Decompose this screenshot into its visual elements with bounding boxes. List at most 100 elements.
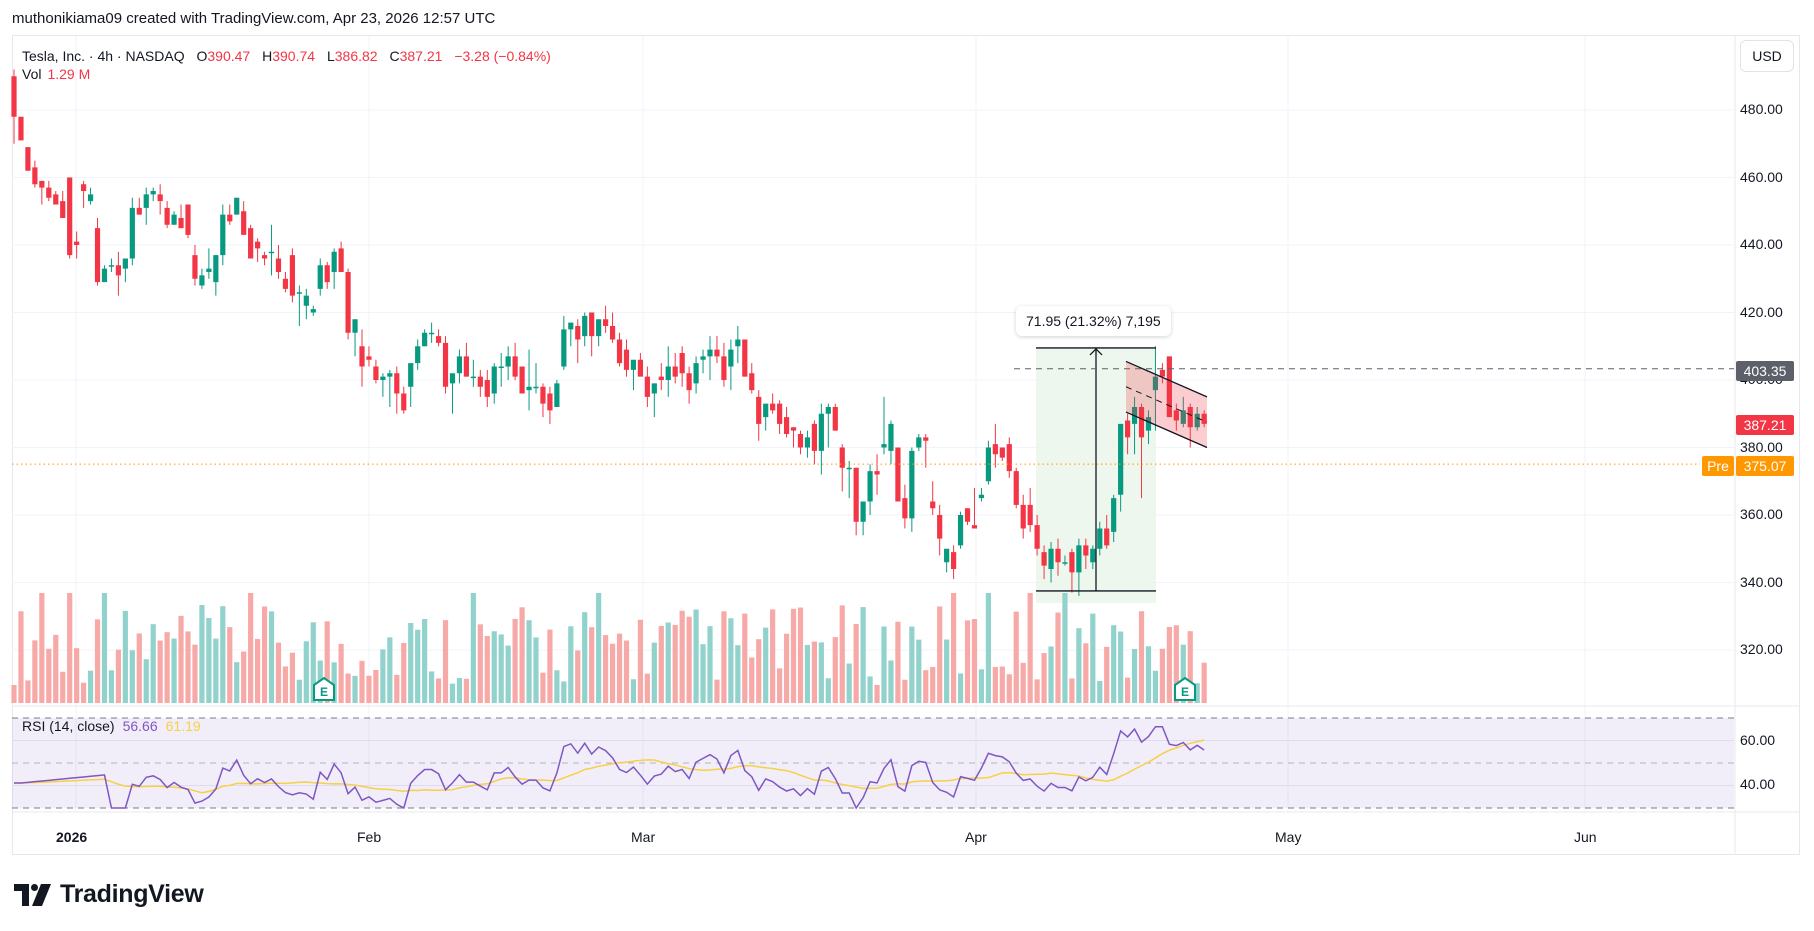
volume-bar bbox=[206, 617, 212, 703]
candle-body bbox=[540, 386, 546, 404]
tradingview-logo[interactable]: TradingView bbox=[14, 880, 204, 909]
candle-body bbox=[777, 403, 783, 424]
volume-bar bbox=[303, 641, 309, 703]
candle-body bbox=[484, 380, 490, 397]
candle-body bbox=[129, 207, 135, 259]
candle-body bbox=[790, 427, 797, 431]
channel-top bbox=[1125, 360, 1208, 398]
volume-bar bbox=[957, 673, 964, 703]
candle-body bbox=[783, 417, 790, 434]
premarket-label: Pre bbox=[1707, 458, 1729, 474]
earnings-icon: E bbox=[1174, 676, 1196, 701]
candle-body bbox=[519, 366, 525, 394]
tradingview-logo-icon bbox=[14, 883, 51, 906]
candle-body bbox=[248, 228, 254, 259]
symbol-legend: Tesla, Inc. · 4h · NASDAQ O390.47 H390.7… bbox=[22, 46, 559, 66]
volume-bar bbox=[192, 644, 198, 703]
volume-bar bbox=[964, 620, 971, 703]
candle-body bbox=[491, 366, 497, 394]
volume-bar bbox=[658, 626, 664, 703]
currency-button[interactable]: USD bbox=[1740, 40, 1794, 72]
volume-bar bbox=[714, 679, 720, 703]
volume-bar bbox=[916, 639, 922, 703]
candle-body bbox=[32, 167, 38, 185]
candle-body bbox=[1187, 407, 1193, 428]
candle-body bbox=[1055, 548, 1061, 563]
symbol-title[interactable]: Tesla, Inc. · 4h · NASDAQ bbox=[22, 48, 185, 64]
candle-body bbox=[1152, 376, 1159, 391]
candle-body bbox=[81, 184, 87, 191]
candle-body bbox=[401, 393, 407, 411]
volume-bar bbox=[1145, 646, 1152, 703]
volume-bar bbox=[623, 640, 630, 703]
candle-body bbox=[1125, 420, 1131, 438]
candle-body bbox=[860, 501, 866, 522]
rsi-value: 56.66 bbox=[122, 718, 158, 734]
volume-bar bbox=[1159, 648, 1165, 703]
volume-bar bbox=[352, 675, 358, 703]
time-tick-2026: 2026 bbox=[56, 829, 88, 845]
candle-body bbox=[679, 353, 685, 374]
price-tick: 320.00 bbox=[1740, 641, 1783, 657]
volume-bar bbox=[547, 629, 553, 703]
volume-bar bbox=[1173, 625, 1179, 703]
candle-body bbox=[971, 525, 978, 529]
last-price-tag: 387.21 bbox=[1736, 415, 1794, 435]
candle-body bbox=[94, 228, 101, 283]
candle-body bbox=[999, 447, 1005, 458]
candle-body bbox=[449, 373, 456, 384]
candle-body bbox=[39, 180, 45, 188]
volume-bar bbox=[951, 593, 957, 703]
earnings-badge-upcoming[interactable]: E bbox=[1174, 676, 1196, 701]
volume-bar bbox=[867, 676, 873, 703]
volume-bar bbox=[770, 609, 776, 703]
price-tick: 380.00 bbox=[1740, 438, 1783, 455]
candle-body bbox=[373, 366, 379, 380]
volume-bar bbox=[505, 645, 511, 703]
earnings-badge[interactable]: E bbox=[313, 676, 335, 701]
volume-bar bbox=[519, 607, 525, 703]
volume-bar bbox=[686, 616, 692, 703]
volume-bar bbox=[1194, 683, 1200, 703]
volume-bar bbox=[923, 670, 929, 703]
volume-bar bbox=[255, 638, 261, 703]
svg-text:E: E bbox=[1181, 685, 1189, 699]
rsi-title[interactable]: RSI (14, close) bbox=[22, 718, 115, 734]
candle-body bbox=[317, 265, 323, 289]
candle-body bbox=[477, 376, 483, 387]
candle-body bbox=[1076, 545, 1082, 573]
candle-body bbox=[644, 376, 650, 397]
volume-bar bbox=[213, 638, 219, 703]
volume-bar bbox=[408, 622, 414, 703]
volume-bar bbox=[1027, 593, 1033, 703]
volume-bar bbox=[67, 593, 73, 703]
level-price-value: 403.35 bbox=[1743, 363, 1787, 379]
high-label: H bbox=[262, 48, 273, 64]
volume-bar bbox=[818, 642, 824, 703]
channel-bottom bbox=[1125, 411, 1208, 449]
volume-bar bbox=[380, 649, 386, 703]
volume-bar bbox=[324, 621, 330, 703]
volume-bar bbox=[909, 626, 915, 703]
volume-bar bbox=[1111, 625, 1117, 703]
candle-body bbox=[888, 423, 894, 451]
level-price-tag: 403.35 bbox=[1736, 361, 1794, 381]
low-value: 386.82 bbox=[334, 48, 378, 64]
candle-body bbox=[338, 248, 344, 272]
candle-body bbox=[1138, 407, 1145, 438]
candle-body bbox=[456, 356, 463, 374]
volume-bar bbox=[596, 593, 602, 703]
rsi-line bbox=[14, 725, 1205, 810]
volume-bar bbox=[18, 611, 24, 703]
candle-body bbox=[839, 447, 845, 468]
volume-bar bbox=[561, 681, 567, 703]
candle-body bbox=[366, 356, 372, 360]
volume-bar bbox=[477, 624, 483, 703]
volume-bar bbox=[150, 624, 156, 703]
candle-body bbox=[18, 116, 24, 141]
price-range-measure-label[interactable]: 71.95 (21.32%) 7,195 bbox=[1016, 306, 1171, 336]
volume-bar bbox=[1138, 611, 1145, 703]
candle-body bbox=[1097, 528, 1103, 549]
volume-bar bbox=[359, 660, 365, 703]
